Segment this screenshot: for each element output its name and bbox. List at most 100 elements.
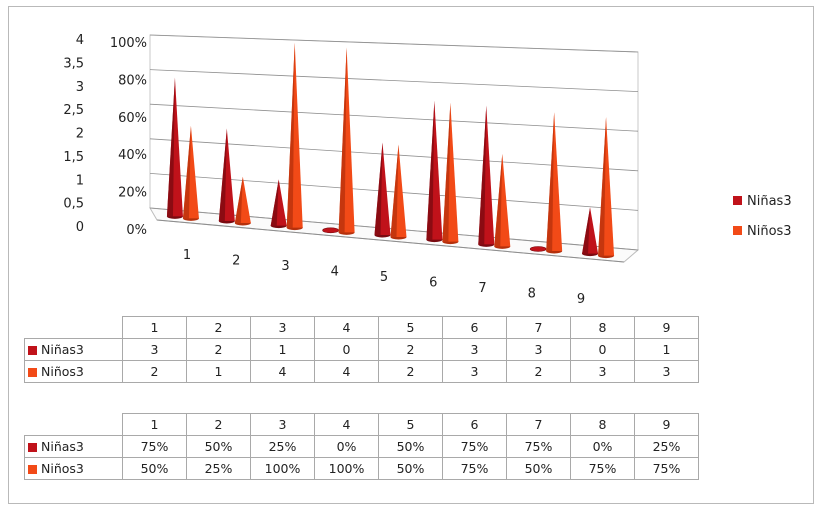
y-tick-label: 40% xyxy=(118,148,147,163)
legend-key-ninas xyxy=(28,443,37,452)
cone-shade xyxy=(426,100,435,240)
header-cell: 7 xyxy=(506,413,571,436)
table-cell: 4 xyxy=(250,360,315,383)
primary-y-axis: 0% 20% 40% 60% 80% 100% xyxy=(110,36,147,238)
header-cell: 6 xyxy=(442,316,507,339)
y-tick-label: 20% xyxy=(118,186,147,201)
table-cell: 75% xyxy=(442,435,507,458)
percents-row-ninas: Niñas3 75% 50% 25% 0% 50% 75% 75% 0% 25% xyxy=(24,435,699,458)
header-cell: 8 xyxy=(570,316,635,339)
table-cell: 75% xyxy=(570,457,635,480)
cone-shade xyxy=(494,153,503,247)
table-cell: 50% xyxy=(378,435,443,458)
table-corner xyxy=(24,413,123,436)
gridline xyxy=(149,103,639,132)
counts-header-row: 1 2 3 4 5 6 7 8 9 xyxy=(24,316,699,339)
cone-shade xyxy=(598,116,607,256)
cone-shade xyxy=(582,207,591,254)
y2-tick-label: 0 xyxy=(76,220,84,235)
table-cell: 2 xyxy=(378,338,443,361)
header-cell: 2 xyxy=(186,316,251,339)
x-tick-label: 7 xyxy=(478,281,486,296)
legend-key-ninas xyxy=(28,346,37,355)
cone-base xyxy=(529,246,547,252)
percents-row-ninos: Niños3 50% 25% 100% 100% 50% 75% 50% 75%… xyxy=(24,457,699,480)
chart-legend: Niñas3 Niños3 xyxy=(733,194,792,239)
header-cell: 5 xyxy=(378,316,443,339)
table-cell: 1 xyxy=(250,338,315,361)
table-cell: 25% xyxy=(186,457,251,480)
row-label: Niños3 xyxy=(24,457,123,480)
header-cell: 4 xyxy=(314,316,379,339)
x-tick-label: 2 xyxy=(232,254,240,269)
header-cell: 4 xyxy=(314,413,379,436)
x-tick-label: 4 xyxy=(331,265,339,280)
table-cell: 50% xyxy=(506,457,571,480)
cone-shade xyxy=(390,144,399,237)
cone-ninas-6 xyxy=(426,100,443,243)
row-label: Niñas3 xyxy=(24,338,123,361)
table-cell: 2 xyxy=(122,360,187,383)
y2-tick-label: 2 xyxy=(76,127,84,142)
table-cell: 75% xyxy=(122,435,187,458)
row-label: Niñas3 xyxy=(24,435,123,458)
cone-shade xyxy=(442,102,451,242)
cone-ninos-2 xyxy=(234,176,251,226)
table-cell: 2 xyxy=(506,360,571,383)
y2-tick-label: 3,5 xyxy=(63,56,84,71)
cone-ninas-2 xyxy=(218,128,235,224)
table-cell: 3 xyxy=(122,338,187,361)
table-cell: 50% xyxy=(186,435,251,458)
table-cell: 3 xyxy=(634,360,699,383)
table-cell: 0 xyxy=(570,338,635,361)
cone-ninas-7 xyxy=(478,105,495,247)
table-cell: 0 xyxy=(314,338,379,361)
table-cell: 3 xyxy=(442,338,507,361)
table-cell: 1 xyxy=(634,338,699,361)
cone-ninas-9 xyxy=(582,207,599,257)
legend-key-ninos xyxy=(28,465,37,474)
header-cell: 3 xyxy=(250,413,315,436)
x-tick-label: 1 xyxy=(183,248,191,263)
x-axis-line xyxy=(156,219,625,263)
row-label-text: Niñas3 xyxy=(41,439,84,454)
cone-ninos-8 xyxy=(546,112,563,254)
cone-ninas-3 xyxy=(270,179,287,229)
cone-ninos-4 xyxy=(338,47,355,235)
row-label: Niños3 xyxy=(24,360,123,383)
counts-table: 1 2 3 4 5 6 7 8 9 Niñas3 3 2 1 0 2 3 3 0… xyxy=(24,316,699,383)
row-label-text: Niños3 xyxy=(41,461,84,476)
y-tick-label: 60% xyxy=(118,111,147,126)
counts-row-ninos: Niños3 2 1 4 4 2 3 2 3 3 xyxy=(24,360,699,383)
x-tick-label: 5 xyxy=(380,270,388,285)
cone-chart: 0 0,5 1 1,5 2 2,5 3 3,5 4 0% 20% 40% 60% 80% 100% 1 2 3… xyxy=(63,33,792,307)
cone-shade xyxy=(374,142,383,235)
cone-shade xyxy=(218,128,227,221)
row-label-text: Niñas3 xyxy=(41,342,84,357)
cone-shade xyxy=(338,47,347,233)
table-cell: 2 xyxy=(378,360,443,383)
table-corner xyxy=(24,316,123,339)
table-cell: 3 xyxy=(506,338,571,361)
header-cell: 6 xyxy=(442,413,507,436)
y2-tick-label: 1,5 xyxy=(63,150,84,165)
table-cell: 1 xyxy=(186,360,251,383)
cone-ninas-5 xyxy=(374,142,391,238)
table-cell: 50% xyxy=(378,457,443,480)
x-axis: 1 2 3 4 5 6 7 8 9 xyxy=(183,248,585,307)
y-tick-label: 0% xyxy=(126,223,147,238)
cone-shade xyxy=(478,105,487,245)
cone-shade xyxy=(234,176,243,223)
table-cell: 75% xyxy=(506,435,571,458)
y2-tick-label: 4 xyxy=(76,33,84,48)
percents-header-row: 1 2 3 4 5 6 7 8 9 xyxy=(24,413,699,436)
cone-ninas-4 xyxy=(322,227,339,234)
y2-tick-label: 2,5 xyxy=(63,103,84,118)
legend-label-ninos: Niños3 xyxy=(747,224,792,239)
gridline xyxy=(149,69,639,92)
header-cell: 8 xyxy=(570,413,635,436)
table-cell: 2 xyxy=(186,338,251,361)
gridline xyxy=(149,34,639,53)
table-cell: 25% xyxy=(250,435,315,458)
